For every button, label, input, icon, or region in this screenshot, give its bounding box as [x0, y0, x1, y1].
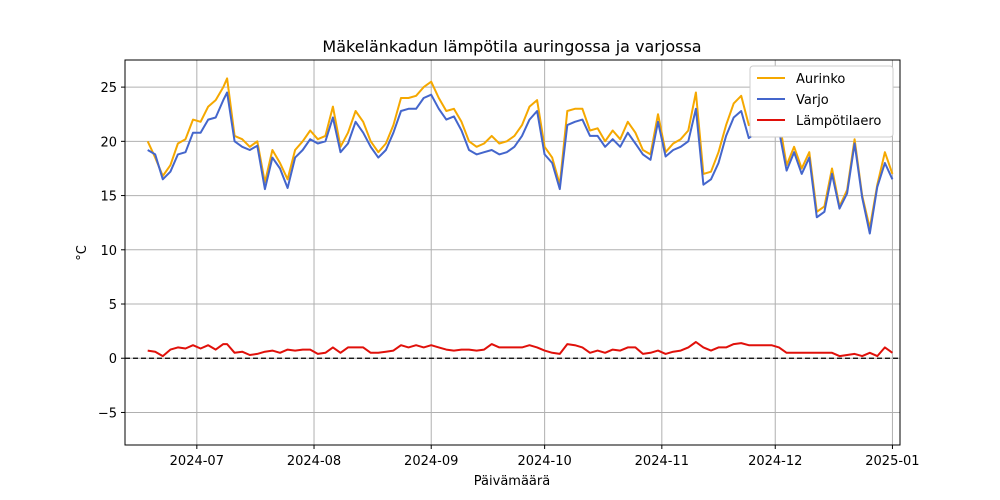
x-tick-label: 2025-01 [865, 454, 919, 469]
y-tick-label: 5 [109, 298, 117, 313]
y-axis-label: °C [75, 245, 90, 261]
y-tick-label: 10 [100, 244, 117, 259]
plot-frame [124, 59, 901, 446]
x-axis-label: Päivämäärä [474, 474, 550, 489]
x-tick-label: 2024-08 [287, 454, 341, 469]
axis-ticks: 2024-07 2024-08 2024-09 2024-10 2024-11 2024-… [98, 81, 920, 469]
legend-label-lampotilaero: Lämpötilaero [796, 114, 881, 129]
legend: Aurinko Varjo Lämpötilaero [749, 65, 894, 138]
series-line-2 [147, 341, 893, 358]
legend-label-aurinko: Aurinko [796, 72, 845, 87]
y-tick-label: 0 [109, 352, 117, 367]
legend-box [749, 65, 894, 138]
x-tick-label: 2024-11 [635, 454, 689, 469]
x-tick-label: 2024-07 [170, 454, 224, 469]
y-tick-label: 15 [100, 190, 117, 205]
x-tick-label: 2024-10 [517, 454, 571, 469]
y-tick-label: 20 [100, 135, 117, 150]
y-tick-label: 25 [100, 81, 117, 96]
y-tick-label: −5 [98, 406, 117, 421]
chart-title: Mäkelänkadun lämpötila auringossa ja var… [322, 37, 701, 56]
x-tick-label: 2024-09 [404, 454, 458, 469]
x-tick-label: 2024-12 [748, 454, 802, 469]
legend-label-varjo: Varjo [796, 93, 829, 108]
